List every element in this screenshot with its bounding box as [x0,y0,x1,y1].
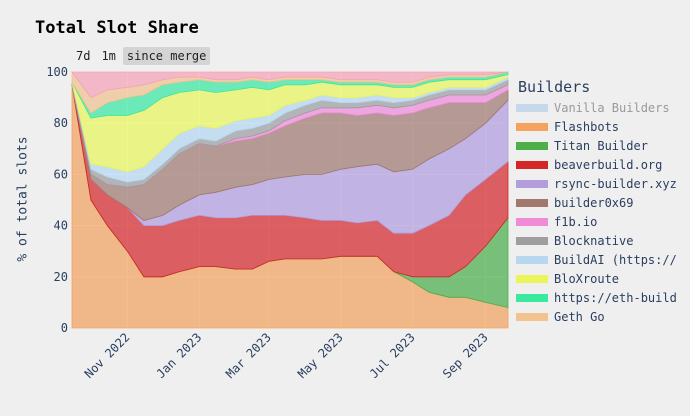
legend-swatch [516,293,548,302]
y-tick-label: 0 [61,321,68,335]
legend-item-f1b-io[interactable]: f1b.io [516,212,690,231]
area-top-band[interactable] [71,71,509,99]
legend: Builders Vanilla Builders Flashbots Titan … [516,78,690,326]
legend-swatch [516,236,548,245]
legend-item-builder0x69[interactable]: builder0x69 [516,193,690,212]
legend-swatch [516,198,548,207]
legend-swatch [516,217,548,226]
legend-label: BuildAI (https:// [554,252,677,267]
chart-title: Total Slot Share [35,18,199,38]
legend-swatch [516,255,548,264]
y-tick-label: 40 [54,219,68,233]
legend-item-blocknative[interactable]: Blocknative [516,231,690,250]
legend-label: BloXroute [554,271,620,286]
legend-item-vanilla-builders[interactable]: Vanilla Builders [516,98,690,117]
stacked-areas [71,70,509,329]
legend-label: Flashbots [554,119,620,134]
range-button-1m[interactable]: 1m [101,49,116,63]
y-tick-label: 100 [46,65,68,79]
x-tick-label: Nov 2022 [82,330,133,381]
y-tick-label: 80 [54,116,68,130]
x-tick-label: Sep 2023 [440,330,491,381]
legend-label: builder0x69 [554,195,634,210]
legend-item-https-eth-build[interactable]: https://eth-build [516,288,690,307]
legend-item-beaverbuild-org[interactable]: beaverbuild.org [516,155,690,174]
legend-item-geth-go[interactable]: Geth Go [516,307,690,326]
legend-title: Builders [518,78,591,96]
legend-swatch [516,274,548,283]
legend-item-buildai-https[interactable]: BuildAI (https:// [516,250,690,269]
range-button-since-merge[interactable]: since merge [122,47,211,65]
legend-swatch [516,122,548,131]
legend-item-flashbots[interactable]: Flashbots [516,117,690,136]
x-tick-label: Jul 2023 [367,330,418,381]
range-button-7d[interactable]: 7d [76,49,91,63]
legend-label: https://eth-build [554,290,677,305]
legend-item-rsync-builder-xyz[interactable]: rsync-builder.xyz [516,174,690,193]
legend-item-bloxroute[interactable]: BloXroute [516,269,690,288]
legend-item-titan-builder[interactable]: Titan Builder [516,136,690,155]
legend-label: beaverbuild.org [554,157,663,172]
legend-label: Blocknative [554,233,634,248]
y-tick-label: 60 [54,167,68,181]
y-tick-label: 20 [54,270,68,284]
x-tick-label: May 2023 [295,330,346,381]
x-tick-label: Jan 2023 [154,330,205,381]
legend-label: Geth Go [554,309,605,324]
legend-label: rsync-builder.xyz [554,176,677,191]
range-selector: 7d 1m since merge [72,47,211,65]
legend-swatch [516,141,548,150]
legend-label: f1b.io [554,214,598,229]
legend-label: Vanilla Builders [554,100,670,115]
legend-swatch [516,179,548,188]
legend-label: Titan Builder [554,138,648,153]
legend-swatch [516,103,548,112]
legend-swatch [516,312,548,321]
legend-swatch [516,160,548,169]
x-tick-label: Mar 2023 [223,330,274,381]
